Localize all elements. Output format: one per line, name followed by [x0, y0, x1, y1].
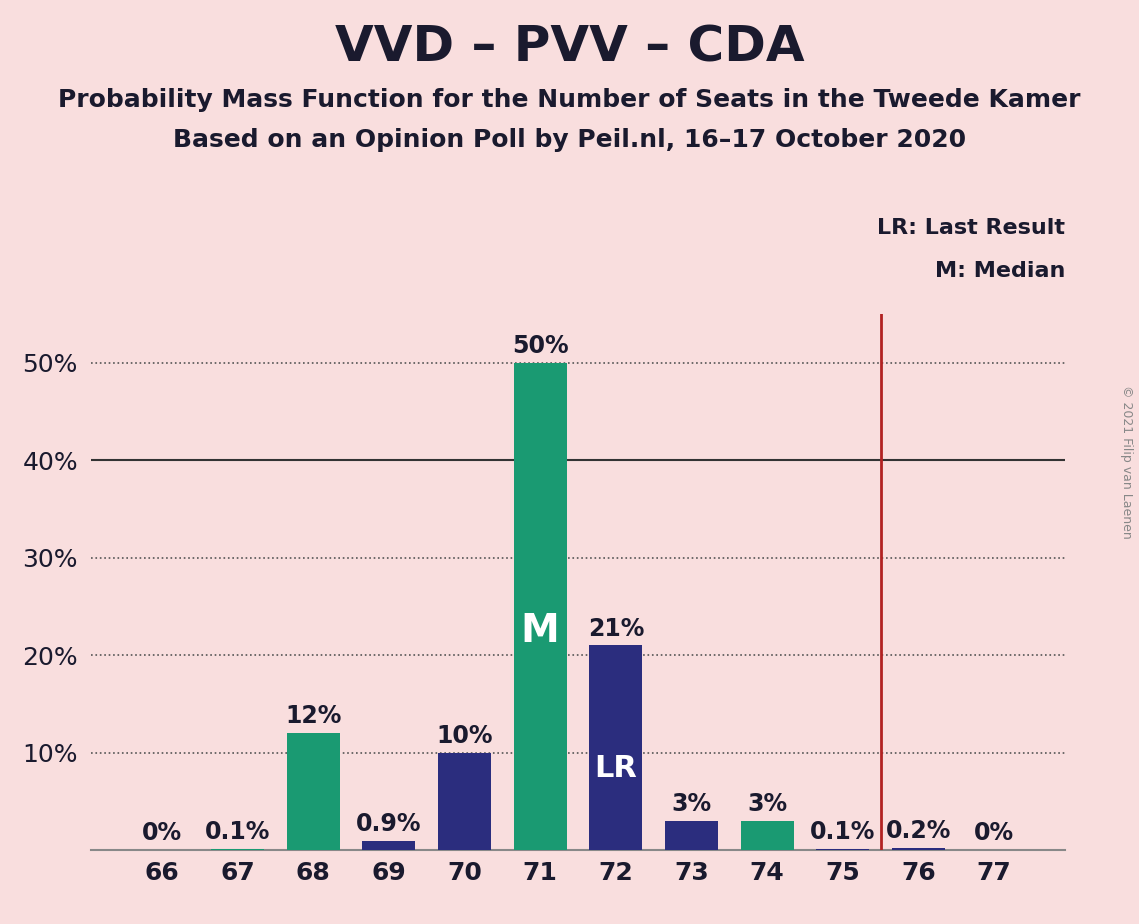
- Bar: [287, 733, 339, 850]
- Bar: [589, 646, 642, 850]
- Bar: [817, 849, 869, 850]
- Text: M: M: [521, 612, 559, 650]
- Text: LR: Last Result: LR: Last Result: [877, 218, 1065, 237]
- Text: LR: LR: [595, 754, 638, 783]
- Text: Probability Mass Function for the Number of Seats in the Tweede Kamer: Probability Mass Function for the Number…: [58, 88, 1081, 112]
- Text: 10%: 10%: [436, 723, 493, 748]
- Text: 0.1%: 0.1%: [205, 821, 270, 845]
- Text: Based on an Opinion Poll by Peil.nl, 16–17 October 2020: Based on an Opinion Poll by Peil.nl, 16–…: [173, 128, 966, 152]
- Bar: [740, 821, 794, 850]
- Text: 12%: 12%: [285, 704, 342, 728]
- Text: M: Median: M: Median: [935, 261, 1065, 281]
- Text: 0.1%: 0.1%: [810, 821, 876, 845]
- Bar: [439, 753, 491, 850]
- Text: 3%: 3%: [747, 792, 787, 816]
- Text: 0.9%: 0.9%: [357, 812, 421, 836]
- Text: 0%: 0%: [142, 821, 182, 845]
- Text: 21%: 21%: [588, 616, 644, 640]
- Text: 3%: 3%: [672, 792, 712, 816]
- Bar: [892, 848, 945, 850]
- Text: VVD – PVV – CDA: VVD – PVV – CDA: [335, 23, 804, 71]
- Bar: [362, 842, 416, 850]
- Text: 50%: 50%: [511, 334, 568, 358]
- Bar: [514, 363, 567, 850]
- Bar: [665, 821, 718, 850]
- Text: 0.2%: 0.2%: [886, 820, 951, 844]
- Text: © 2021 Filip van Laenen: © 2021 Filip van Laenen: [1121, 385, 1133, 539]
- Bar: [211, 849, 264, 850]
- Text: 0%: 0%: [974, 821, 1014, 845]
